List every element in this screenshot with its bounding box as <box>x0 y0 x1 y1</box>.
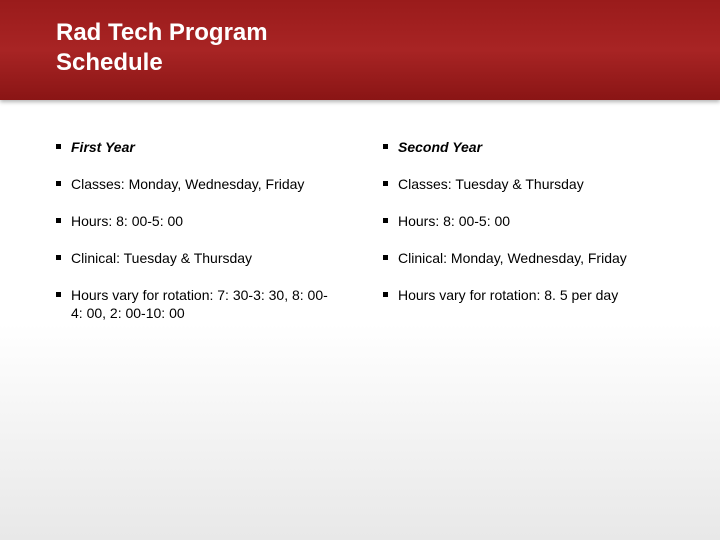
list-item-text: Hours vary for rotation: 7: 30-3: 30, 8:… <box>71 286 353 324</box>
list-item-text: Clinical: Tuesday & Thursday <box>71 249 353 268</box>
bullet-icon <box>56 218 61 223</box>
slide-content: First Year Classes: Monday, Wednesday, F… <box>0 100 720 341</box>
bullet-icon <box>383 144 388 149</box>
list-item: Hours: 8: 00-5: 00 <box>383 212 680 231</box>
bullet-icon <box>56 292 61 297</box>
list-item: Clinical: Tuesday & Thursday <box>56 249 353 268</box>
bullet-icon <box>56 144 61 149</box>
bullet-icon <box>56 255 61 260</box>
list-item: Hours vary for rotation: 8. 5 per day <box>383 286 680 305</box>
list-item: Hours: 8: 00-5: 00 <box>56 212 353 231</box>
bullet-icon <box>383 292 388 297</box>
title-line-1: Rad Tech Program <box>56 19 268 46</box>
left-heading-item: First Year <box>56 138 353 157</box>
slide-header: Rad Tech Program Schedule <box>0 0 720 100</box>
left-heading-text: First Year <box>71 138 353 157</box>
bullet-icon <box>383 218 388 223</box>
list-item: Classes: Tuesday & Thursday <box>383 175 680 194</box>
right-heading-text: Second Year <box>398 138 680 157</box>
slide-title: Rad Tech Program Schedule <box>56 18 720 78</box>
bullet-icon <box>383 255 388 260</box>
title-line-2: Schedule <box>56 49 163 76</box>
list-item-text: Hours vary for rotation: 8. 5 per day <box>398 286 680 305</box>
list-item-text: Classes: Tuesday & Thursday <box>398 175 680 194</box>
right-heading-item: Second Year <box>383 138 680 157</box>
list-item: Hours vary for rotation: 7: 30-3: 30, 8:… <box>56 286 353 324</box>
bullet-icon <box>56 181 61 186</box>
left-column: First Year Classes: Monday, Wednesday, F… <box>56 138 353 341</box>
list-item-text: Hours: 8: 00-5: 00 <box>71 212 353 231</box>
list-item: Classes: Monday, Wednesday, Friday <box>56 175 353 194</box>
list-item-text: Clinical: Monday, Wednesday, Friday <box>398 249 680 268</box>
bullet-icon <box>383 181 388 186</box>
list-item: Clinical: Monday, Wednesday, Friday <box>383 249 680 268</box>
right-column: Second Year Classes: Tuesday & Thursday … <box>383 138 680 341</box>
list-item-text: Classes: Monday, Wednesday, Friday <box>71 175 353 194</box>
list-item-text: Hours: 8: 00-5: 00 <box>398 212 680 231</box>
